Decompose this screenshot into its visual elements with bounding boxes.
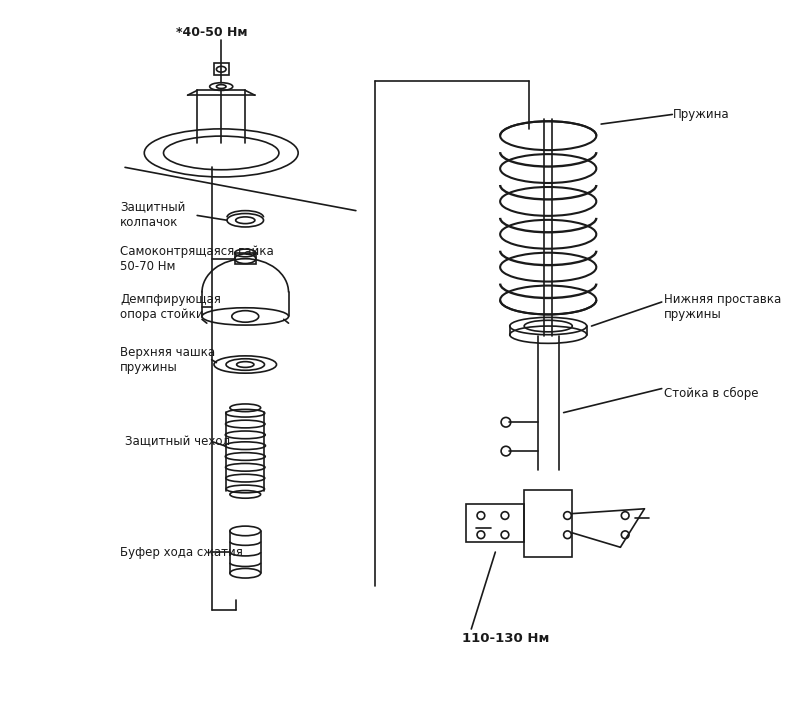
Text: *40-50 Нм: *40-50 Нм bbox=[176, 26, 247, 39]
Bar bbox=[466, 504, 524, 542]
Text: Пружина: Пружина bbox=[674, 108, 730, 121]
Text: Нижняя проставка
пружины: Нижняя проставка пружины bbox=[664, 293, 781, 321]
Text: Защитный чехол: Защитный чехол bbox=[125, 435, 230, 448]
Text: Самоконтрящаяся гайка
50-70 Нм: Самоконтрящаяся гайка 50-70 Нм bbox=[120, 245, 274, 273]
Text: Буфер хода сжатия: Буфер хода сжатия bbox=[120, 546, 243, 558]
Bar bbox=[524, 489, 572, 557]
Text: 110-130 Нм: 110-130 Нм bbox=[462, 632, 549, 645]
Bar bbox=[234, 253, 256, 264]
Text: Стойка в сборе: Стойка в сборе bbox=[664, 387, 758, 400]
Bar bbox=[214, 63, 229, 75]
Text: Верхняя чашка
пружины: Верхняя чашка пружины bbox=[120, 345, 215, 374]
Text: Демпфирующая
опора стойки: Демпфирующая опора стойки bbox=[120, 293, 221, 321]
Text: Защитный
колпачок: Защитный колпачок bbox=[120, 202, 186, 229]
